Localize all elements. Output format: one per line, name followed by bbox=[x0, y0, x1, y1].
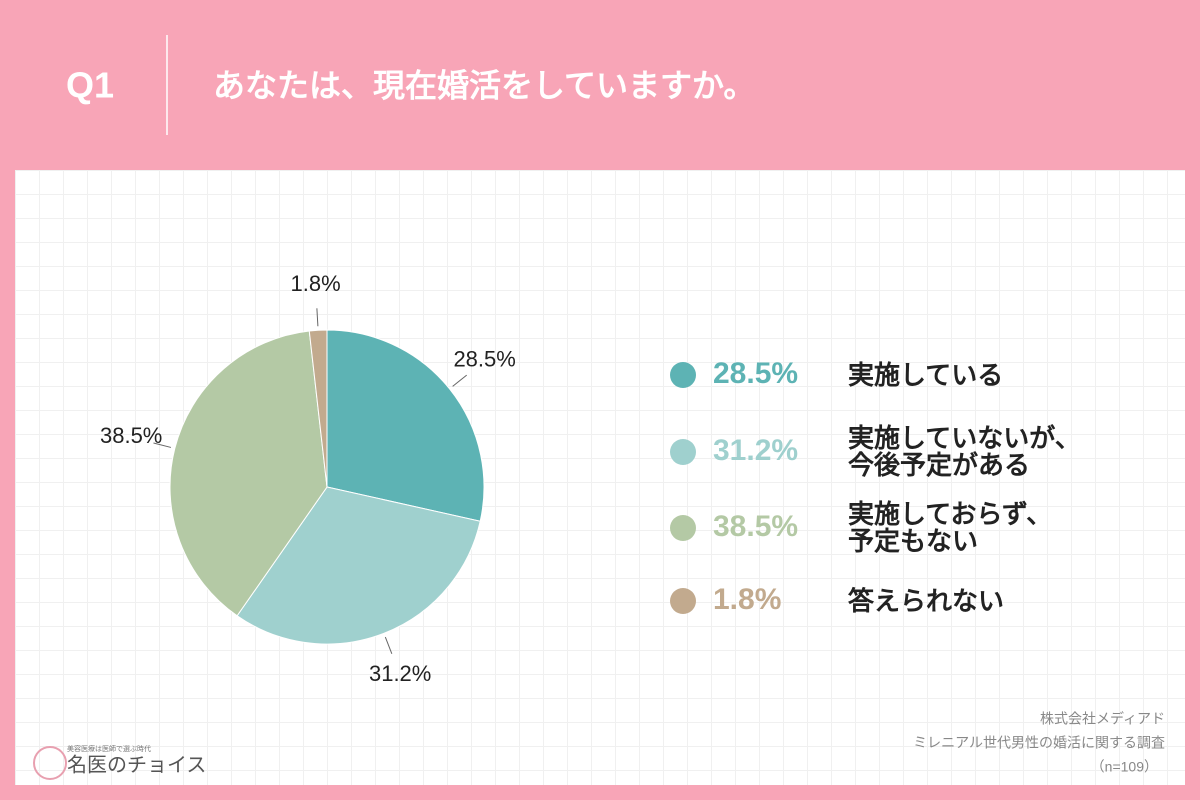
legend-swatch bbox=[670, 515, 696, 541]
legend-value: 28.5% bbox=[713, 357, 799, 390]
logo-icon bbox=[33, 746, 67, 780]
question-text: あなたは、現在婚活をしていますか。 bbox=[213, 67, 755, 103]
pie-slice bbox=[236, 486, 481, 645]
data-label: 1.8% bbox=[291, 271, 341, 296]
logo-name: 名医のチョイス bbox=[67, 753, 206, 776]
data-label: 28.5% bbox=[453, 347, 515, 372]
legend-label: 実施しておらず、 予定もない bbox=[848, 498, 1053, 556]
leader-line bbox=[316, 308, 319, 327]
legend-value: 1.8% bbox=[713, 583, 782, 616]
legend-label: 実施している bbox=[848, 359, 1004, 390]
leader-line bbox=[452, 374, 468, 387]
panel bbox=[15, 170, 1185, 785]
pie-slice bbox=[326, 329, 485, 522]
legend-swatch bbox=[670, 439, 696, 465]
footer-survey: ミレニアル世代男性の婚活に関する調査 bbox=[913, 735, 1165, 751]
leader-line bbox=[153, 442, 172, 448]
question-number: Q1 bbox=[66, 65, 114, 106]
legend-swatch bbox=[670, 362, 696, 388]
leader-line bbox=[384, 636, 393, 655]
legend-value: 31.2% bbox=[713, 434, 799, 467]
legend-swatch bbox=[670, 588, 696, 614]
footer-company: 株式会社メディアド bbox=[1040, 711, 1165, 727]
footer-sample: （n=109） bbox=[1091, 759, 1158, 775]
logo-tagline: 美容医療は医師で選ぶ時代 bbox=[67, 744, 151, 753]
legend-value: 38.5% bbox=[713, 510, 799, 543]
data-label: 31.2% bbox=[369, 661, 431, 686]
legend-label: 答えられない bbox=[848, 585, 1005, 616]
pie-slice bbox=[169, 330, 328, 617]
data-label: 38.5% bbox=[100, 423, 162, 448]
legend-label: 実施していないが、 今後予定がある bbox=[848, 422, 1081, 480]
pie-slice bbox=[308, 329, 328, 488]
